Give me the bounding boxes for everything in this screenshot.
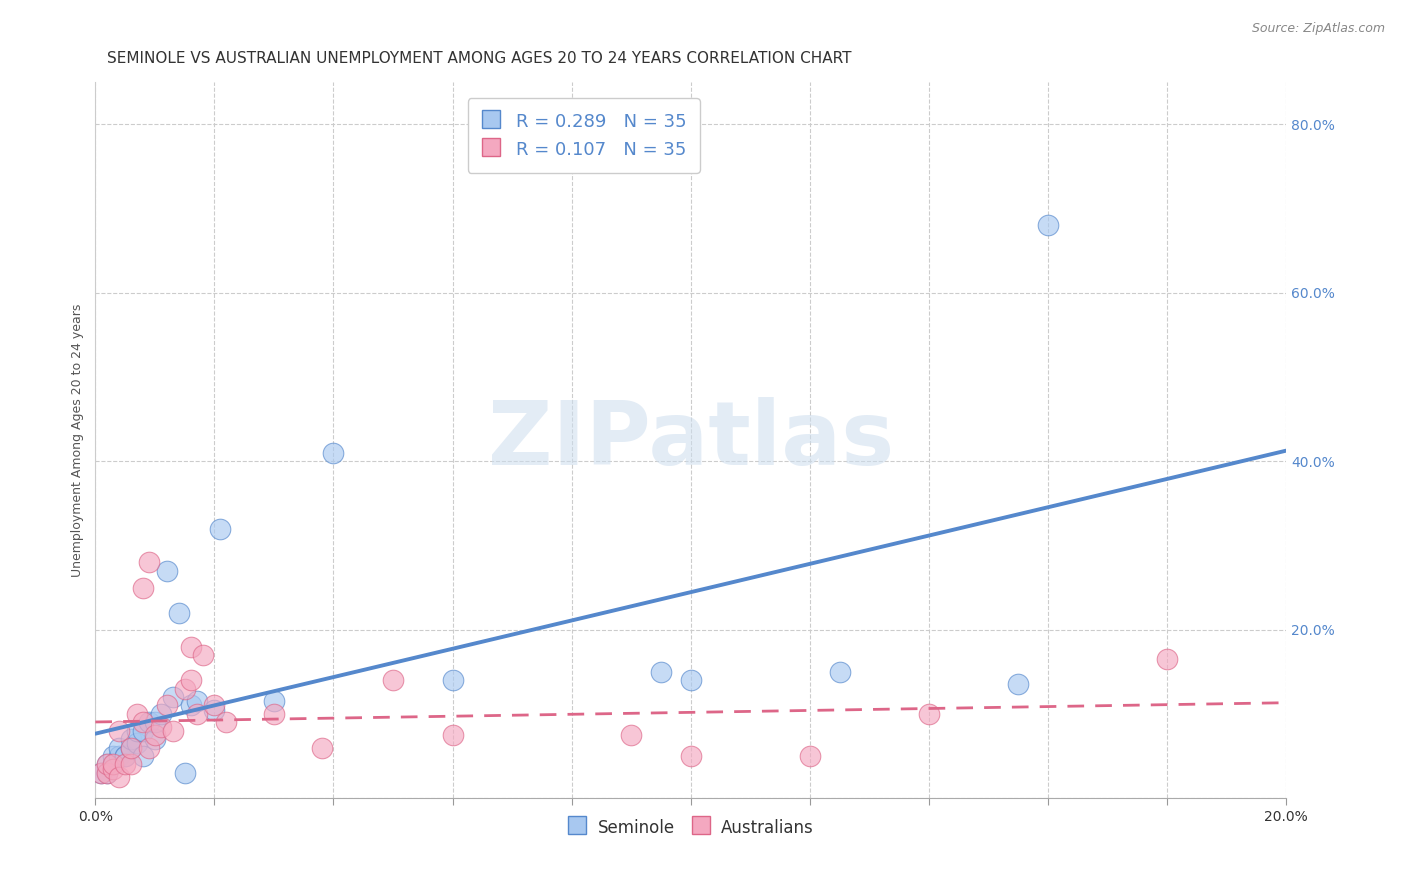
Point [918,706,941,721]
Point [1156,652,1178,666]
Point [162,723,184,738]
Point [679,673,702,688]
Point [96,765,118,780]
Point [143,728,166,742]
Point [138,555,160,569]
Point [828,665,851,679]
Point [132,723,155,738]
Point [114,757,136,772]
Point [1007,677,1029,691]
Point [191,648,214,662]
Point [120,740,142,755]
Text: Source: ZipAtlas.com: Source: ZipAtlas.com [1251,22,1385,36]
Point [156,564,179,578]
Point [103,757,125,772]
Point [620,728,643,742]
Point [120,757,142,772]
Point [1036,219,1059,233]
Point [103,749,125,764]
Point [108,749,131,764]
Point [173,681,195,696]
Point [103,757,125,772]
Point [162,690,184,704]
Point [650,665,672,679]
Y-axis label: Unemployment Among Ages 20 to 24 years: Unemployment Among Ages 20 to 24 years [72,303,84,577]
Point [125,723,148,738]
Point [90,765,112,780]
Point [149,720,172,734]
Point [180,673,202,688]
Point [156,698,179,713]
Point [96,757,118,772]
Point [209,522,232,536]
Point [204,703,226,717]
Point [186,706,208,721]
Point [120,740,142,755]
Point [108,770,131,784]
Point [96,757,118,772]
Point [132,581,155,595]
Point [114,749,136,764]
Point [114,749,136,764]
Point [441,673,464,688]
Point [132,715,155,730]
Point [108,723,131,738]
Point [143,715,166,730]
Point [263,706,285,721]
Point [799,749,821,764]
Point [679,749,702,764]
Point [120,732,142,747]
Text: ZIPatlas: ZIPatlas [488,397,894,483]
Point [215,715,238,730]
Point [108,740,131,755]
Point [132,749,155,764]
Point [90,765,112,780]
Point [263,694,285,708]
Point [125,736,148,750]
Point [138,715,160,730]
Point [180,640,202,654]
Point [149,706,172,721]
Point [441,728,464,742]
Point [204,698,226,713]
Point [382,673,405,688]
Point [103,762,125,776]
Point [96,765,118,780]
Legend: Seminole, Australians: Seminole, Australians [561,811,821,844]
Text: SEMINOLE VS AUSTRALIAN UNEMPLOYMENT AMONG AGES 20 TO 24 YEARS CORRELATION CHART: SEMINOLE VS AUSTRALIAN UNEMPLOYMENT AMON… [107,51,852,66]
Point [143,732,166,747]
Point [311,740,333,755]
Point [186,694,208,708]
Point [180,698,202,713]
Point [138,740,160,755]
Point [173,765,195,780]
Point [167,606,190,620]
Point [125,706,148,721]
Point [322,446,344,460]
